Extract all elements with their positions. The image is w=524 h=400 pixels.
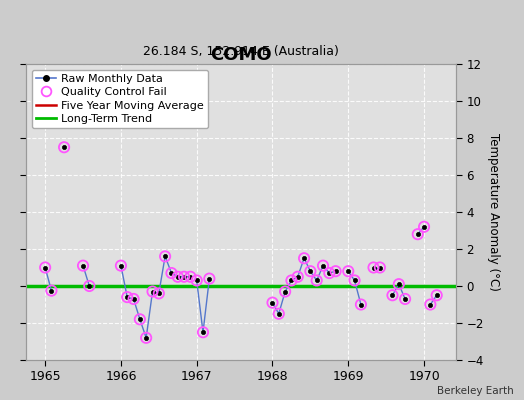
Point [300, 255, 308, 262]
Point [142, 334, 150, 341]
Point [148, 288, 157, 295]
Point [123, 294, 132, 300]
Point [186, 274, 194, 280]
Point [351, 277, 359, 284]
Point [395, 281, 403, 287]
Point [325, 270, 333, 276]
Point [41, 264, 49, 271]
Point [85, 283, 93, 289]
Title: COMO: COMO [210, 46, 272, 64]
Point [413, 231, 422, 237]
Text: 26.184 S, 152.914 E (Australia): 26.184 S, 152.914 E (Australia) [143, 45, 339, 58]
Point [79, 262, 87, 269]
Point [199, 329, 207, 336]
Point [369, 264, 378, 271]
Point [287, 277, 296, 284]
Point [205, 275, 214, 282]
Point [117, 262, 125, 269]
Point [426, 301, 434, 308]
Point [420, 224, 428, 230]
Point [60, 144, 68, 150]
Point [275, 310, 283, 317]
Point [319, 262, 327, 269]
Point [376, 264, 384, 271]
Point [432, 292, 441, 298]
Point [306, 268, 314, 274]
Point [388, 292, 397, 298]
Y-axis label: Temperature Anomaly (°C): Temperature Anomaly (°C) [487, 133, 500, 291]
Point [173, 274, 182, 280]
Point [161, 253, 169, 260]
Point [180, 274, 188, 280]
Point [268, 300, 277, 306]
Point [293, 274, 302, 280]
Point [281, 288, 289, 295]
Point [47, 288, 56, 294]
Legend: Raw Monthly Data, Quality Control Fail, Five Year Moving Average, Long-Term Tren: Raw Monthly Data, Quality Control Fail, … [32, 70, 208, 128]
Point [129, 296, 138, 302]
Point [401, 296, 409, 302]
Point [312, 277, 321, 284]
Point [155, 290, 163, 297]
Point [136, 316, 144, 322]
Point [192, 277, 201, 284]
Point [357, 301, 365, 308]
Point [344, 268, 353, 274]
Point [331, 268, 340, 274]
Point [167, 270, 176, 276]
Text: Berkeley Earth: Berkeley Earth [437, 386, 514, 396]
